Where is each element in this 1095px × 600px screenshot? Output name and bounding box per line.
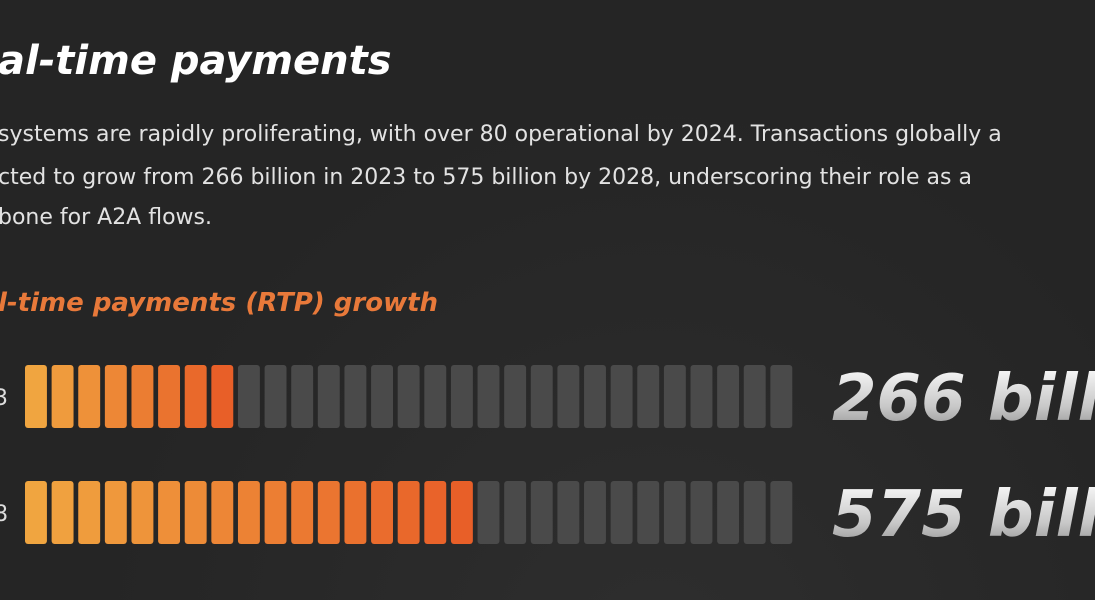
value-label: 575 billio [832,478,1095,552]
empty-segment [291,365,314,428]
filled-segment [158,481,181,544]
empty-segment [637,481,660,544]
empty-segment [504,365,527,428]
empty-segment [717,365,740,428]
empty-segment [530,481,553,544]
paragraph-line: systems are rapidly proliferating, with … [0,122,1002,147]
filled-segment [344,481,367,544]
empty-segment [424,365,447,428]
filled-segment [51,481,74,544]
empty-segment [504,481,527,544]
filled-segment [371,481,393,544]
empty-segment [663,365,686,428]
empty-segment [317,365,340,428]
filled-segment [291,481,314,544]
empty-segment [637,365,660,428]
empty-segment [530,365,553,428]
filled-segment [424,481,447,544]
empty-segment [717,481,740,544]
empty-segment [743,481,766,544]
empty-segment [371,365,393,428]
filled-segment [397,481,420,544]
empty-segment [557,365,580,428]
filled-segment [51,365,74,428]
chart-title: l-time payments (RTP) growth [0,288,439,318]
filled-segment [78,481,101,544]
filled-segment [264,481,287,544]
row-label: 3 [0,386,8,411]
empty-segment [237,365,260,428]
filled-segment [184,481,207,544]
paragraph-line: cted to grow from 266 billion in 2023 to… [0,165,972,190]
filled-segment [25,365,47,428]
value-label: 266 billio [832,362,1095,436]
empty-segment [477,481,500,544]
filled-segment [317,481,340,544]
empty-segment [397,365,420,428]
empty-segment [770,365,793,428]
filled-segment [211,481,234,544]
empty-segment [450,365,473,428]
empty-segment [477,365,500,428]
empty-segment [663,481,686,544]
empty-segment [557,481,580,544]
empty-segment [743,365,766,428]
row-label: 8 [0,502,8,527]
filled-segment [131,481,154,544]
filled-segment [25,481,47,544]
empty-segment [344,365,367,428]
filled-segment [450,481,473,544]
empty-segment [610,481,633,544]
empty-segment [690,481,713,544]
paragraph-line: bone for A2A flows. [0,205,212,230]
title: al-time payments [0,38,392,84]
filled-segment [158,365,181,428]
empty-segment [584,365,606,428]
filled-segment [237,481,260,544]
empty-segment [690,365,713,428]
empty-segment [264,365,287,428]
filled-segment [78,365,101,428]
empty-segment [770,481,793,544]
filled-segment [104,481,127,544]
filled-segment [211,365,234,428]
empty-segment [610,365,633,428]
filled-segment [104,365,127,428]
filled-segment [131,365,154,428]
empty-segment [584,481,606,544]
filled-segment [184,365,207,428]
